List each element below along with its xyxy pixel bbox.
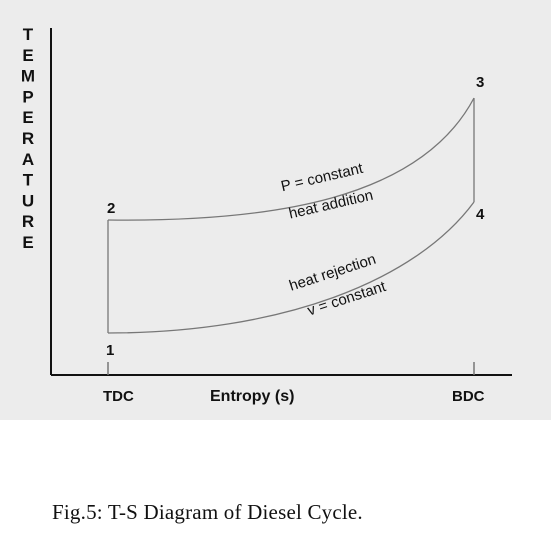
figure-caption: Fig.5: T-S Diagram of Diesel Cycle.: [52, 500, 363, 524]
y-axis-label-letter: A: [22, 150, 34, 169]
tdc-label: TDC: [103, 388, 134, 405]
process-4-1: [107, 201, 475, 334]
y-axis-label-letter: M: [21, 67, 35, 86]
y-axis-label-letter: T: [23, 25, 34, 44]
y-axis-label-letter: R: [22, 212, 34, 231]
bdc-label: BDC: [452, 388, 485, 405]
y-axis-label-letter: E: [22, 108, 33, 127]
y-axis-label-letter: P: [22, 87, 33, 106]
y-axis-label-letter: E: [22, 233, 33, 252]
point-1-label: 1: [106, 342, 114, 359]
point-4-label: 4: [476, 206, 485, 223]
y-axis-label-letter: R: [22, 129, 34, 148]
y-axis-label-letter: T: [23, 171, 34, 190]
process-2-3: [107, 97, 475, 221]
point-3-label: 3: [476, 74, 484, 91]
x-axis-label: Entropy (s): [210, 388, 294, 405]
point-2-label: 2: [107, 200, 115, 217]
y-axis-label-letter: E: [22, 46, 33, 65]
y-axis-label-letter: U: [22, 191, 34, 210]
